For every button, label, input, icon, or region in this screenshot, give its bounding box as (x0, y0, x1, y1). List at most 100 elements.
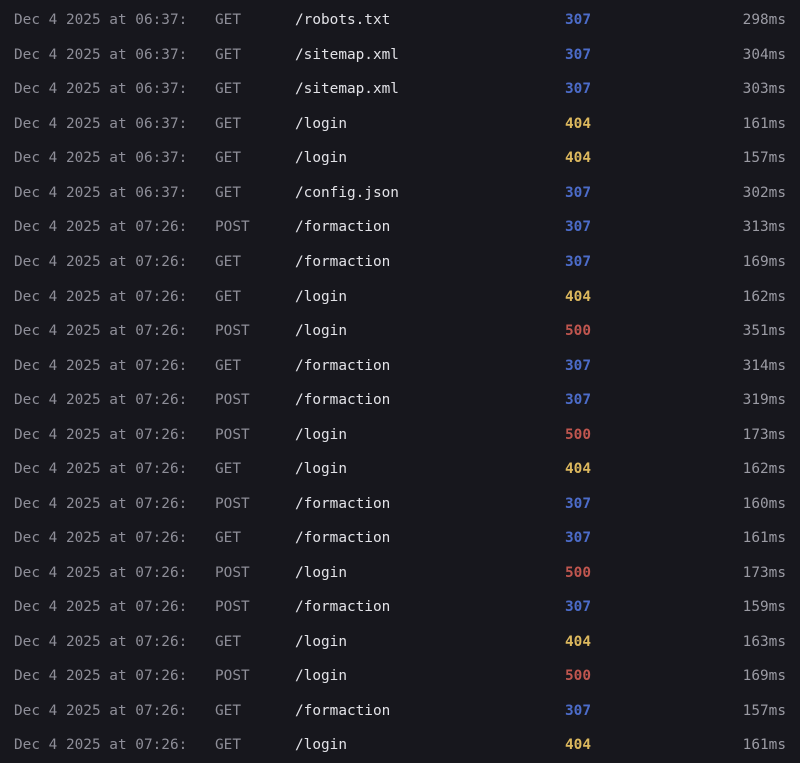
log-path: /login (295, 150, 347, 167)
log-status: 500 (565, 323, 591, 340)
log-status: 500 (565, 426, 591, 443)
log-row[interactable]: Dec 4 2025 at 07:26: GET /login 404 162m… (14, 279, 786, 314)
log-path: /login (295, 633, 347, 650)
log-timestamp: Dec 4 2025 at 06:37: (14, 46, 188, 63)
log-row[interactable]: Dec 4 2025 at 07:26: GET /formaction 307… (14, 245, 786, 280)
log-row[interactable]: Dec 4 2025 at 07:26: POST /formaction 30… (14, 590, 786, 625)
log-method: GET (215, 357, 241, 374)
log-status: 404 (565, 633, 591, 650)
log-path: /sitemap.xml (295, 46, 399, 63)
log-path: /login (295, 564, 347, 581)
log-method: GET (215, 115, 241, 132)
log-status: 307 (565, 530, 591, 547)
log-duration: 159ms (742, 599, 786, 616)
log-duration: 169ms (742, 253, 786, 270)
log-status: 500 (565, 564, 591, 581)
log-row[interactable]: Dec 4 2025 at 06:37: GET /login 404 161m… (14, 107, 786, 142)
log-status: 307 (565, 392, 591, 409)
log-duration: 162ms (742, 288, 786, 305)
log-row[interactable]: Dec 4 2025 at 07:26: POST /login 500 169… (14, 659, 786, 694)
log-path: /formaction (295, 392, 391, 409)
log-timestamp: Dec 4 2025 at 06:37: (14, 115, 188, 132)
log-timestamp: Dec 4 2025 at 07:26: (14, 323, 188, 340)
log-row[interactable]: Dec 4 2025 at 06:37: GET /robots.txt 307… (14, 3, 786, 38)
log-duration: 169ms (742, 668, 786, 685)
log-row[interactable]: Dec 4 2025 at 07:26: GET /login 404 163m… (14, 625, 786, 660)
log-timestamp: Dec 4 2025 at 07:26: (14, 702, 188, 719)
log-method: POST (215, 495, 250, 512)
log-status: 307 (565, 12, 591, 29)
log-timestamp: Dec 4 2025 at 07:26: (14, 495, 188, 512)
log-method: POST (215, 323, 250, 340)
log-status: 307 (565, 357, 591, 374)
log-timestamp: Dec 4 2025 at 07:26: (14, 253, 188, 270)
log-status: 307 (565, 599, 591, 616)
log-path: /formaction (295, 219, 391, 236)
log-path: /config.json (295, 184, 399, 201)
log-timestamp: Dec 4 2025 at 07:26: (14, 288, 188, 305)
log-path: /login (295, 323, 347, 340)
log-timestamp: Dec 4 2025 at 07:26: (14, 564, 188, 581)
log-duration: 161ms (742, 530, 786, 547)
log-timestamp: Dec 4 2025 at 07:26: (14, 357, 188, 374)
log-path: /login (295, 115, 347, 132)
log-row[interactable]: Dec 4 2025 at 06:37: GET /config.json 30… (14, 176, 786, 211)
log-status: 404 (565, 737, 591, 754)
log-status: 307 (565, 253, 591, 270)
log-row[interactable]: Dec 4 2025 at 07:26: GET /formaction 307… (14, 521, 786, 556)
log-timestamp: Dec 4 2025 at 07:26: (14, 530, 188, 547)
log-path: /login (295, 737, 347, 754)
log-row[interactable]: Dec 4 2025 at 07:26: POST /login 500 351… (14, 314, 786, 349)
log-duration: 313ms (742, 219, 786, 236)
log-method: POST (215, 599, 250, 616)
log-status: 307 (565, 702, 591, 719)
log-row[interactable]: Dec 4 2025 at 07:26: GET /login 404 161m… (14, 728, 786, 763)
log-duration: 160ms (742, 495, 786, 512)
log-timestamp: Dec 4 2025 at 07:26: (14, 633, 188, 650)
log-row[interactable]: Dec 4 2025 at 07:26: GET /formaction 307… (14, 694, 786, 729)
log-timestamp: Dec 4 2025 at 07:26: (14, 426, 188, 443)
log-status: 307 (565, 46, 591, 63)
log-method: GET (215, 702, 241, 719)
log-status: 307 (565, 81, 591, 98)
log-path: /login (295, 461, 347, 478)
log-duration: 303ms (742, 81, 786, 98)
log-status: 404 (565, 150, 591, 167)
log-duration: 161ms (742, 737, 786, 754)
log-timestamp: Dec 4 2025 at 07:26: (14, 461, 188, 478)
log-path: /formaction (295, 495, 391, 512)
log-duration: 163ms (742, 633, 786, 650)
log-path: /formaction (295, 357, 391, 374)
log-status: 500 (565, 668, 591, 685)
log-duration: 302ms (742, 184, 786, 201)
log-status: 404 (565, 288, 591, 305)
log-duration: 319ms (742, 392, 786, 409)
log-path: /login (295, 668, 347, 685)
log-method: GET (215, 461, 241, 478)
log-method: POST (215, 564, 250, 581)
log-timestamp: Dec 4 2025 at 06:37: (14, 184, 188, 201)
log-row[interactable]: Dec 4 2025 at 06:37: GET /login 404 157m… (14, 141, 786, 176)
log-status: 404 (565, 461, 591, 478)
log-timestamp: Dec 4 2025 at 07:26: (14, 599, 188, 616)
log-row[interactable]: Dec 4 2025 at 07:26: POST /login 500 173… (14, 417, 786, 452)
log-duration: 157ms (742, 150, 786, 167)
log-method: POST (215, 668, 250, 685)
log-row[interactable]: Dec 4 2025 at 07:26: GET /formaction 307… (14, 348, 786, 383)
log-row[interactable]: Dec 4 2025 at 06:37: GET /sitemap.xml 30… (14, 72, 786, 107)
log-row[interactable]: Dec 4 2025 at 07:26: POST /formaction 30… (14, 210, 786, 245)
log-row[interactable]: Dec 4 2025 at 07:26: GET /login 404 162m… (14, 452, 786, 487)
log-method: GET (215, 530, 241, 547)
log-timestamp: Dec 4 2025 at 07:26: (14, 392, 188, 409)
log-row[interactable]: Dec 4 2025 at 07:26: POST /formaction 30… (14, 486, 786, 521)
log-status: 307 (565, 184, 591, 201)
log-method: GET (215, 737, 241, 754)
log-method: GET (215, 46, 241, 63)
log-path: /formaction (295, 599, 391, 616)
log-duration: 314ms (742, 357, 786, 374)
log-row[interactable]: Dec 4 2025 at 07:26: POST /login 500 173… (14, 556, 786, 591)
log-row[interactable]: Dec 4 2025 at 06:37: GET /sitemap.xml 30… (14, 38, 786, 73)
log-duration: 162ms (742, 461, 786, 478)
log-row[interactable]: Dec 4 2025 at 07:26: POST /formaction 30… (14, 383, 786, 418)
